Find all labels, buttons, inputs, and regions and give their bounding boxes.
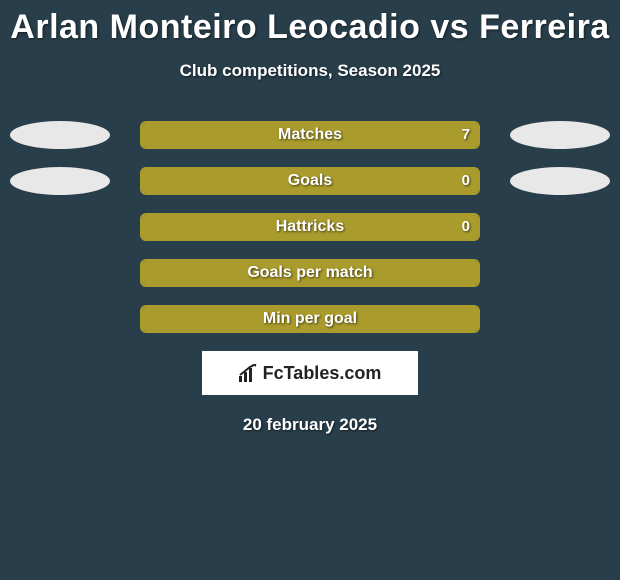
stat-label: Hattricks	[142, 215, 478, 239]
stat-value-right: 0	[462, 215, 470, 239]
stat-row: Goals per match	[0, 259, 620, 287]
stat-label: Min per goal	[142, 307, 478, 331]
stat-bar: Min per goal	[140, 305, 480, 333]
stat-row: Min per goal	[0, 305, 620, 333]
stat-label: Matches	[142, 123, 478, 147]
date-text: 20 february 2025	[0, 415, 620, 435]
stat-bar: Goals0	[140, 167, 480, 195]
stat-label: Goals	[142, 169, 478, 193]
stat-bar: Hattricks0	[140, 213, 480, 241]
logo-text: FcTables.com	[263, 363, 382, 384]
player-left-avatar	[10, 121, 110, 149]
stats-container: Matches7Goals0Hattricks0Goals per matchM…	[0, 121, 620, 333]
chart-icon	[239, 364, 259, 382]
stat-label: Goals per match	[142, 261, 478, 285]
player-left-avatar	[10, 167, 110, 195]
stat-bar: Matches7	[140, 121, 480, 149]
player-right-avatar	[510, 121, 610, 149]
logo: FcTables.com	[239, 363, 382, 384]
logo-box: FcTables.com	[202, 351, 418, 395]
stat-row: Matches7	[0, 121, 620, 149]
subtitle: Club competitions, Season 2025	[0, 61, 620, 81]
stat-row: Goals0	[0, 167, 620, 195]
player-right-avatar	[510, 167, 610, 195]
stat-row: Hattricks0	[0, 213, 620, 241]
stat-bar: Goals per match	[140, 259, 480, 287]
stat-value-right: 7	[462, 123, 470, 147]
page-title: Arlan Monteiro Leocadio vs Ferreira	[0, 0, 620, 47]
stat-value-right: 0	[462, 169, 470, 193]
